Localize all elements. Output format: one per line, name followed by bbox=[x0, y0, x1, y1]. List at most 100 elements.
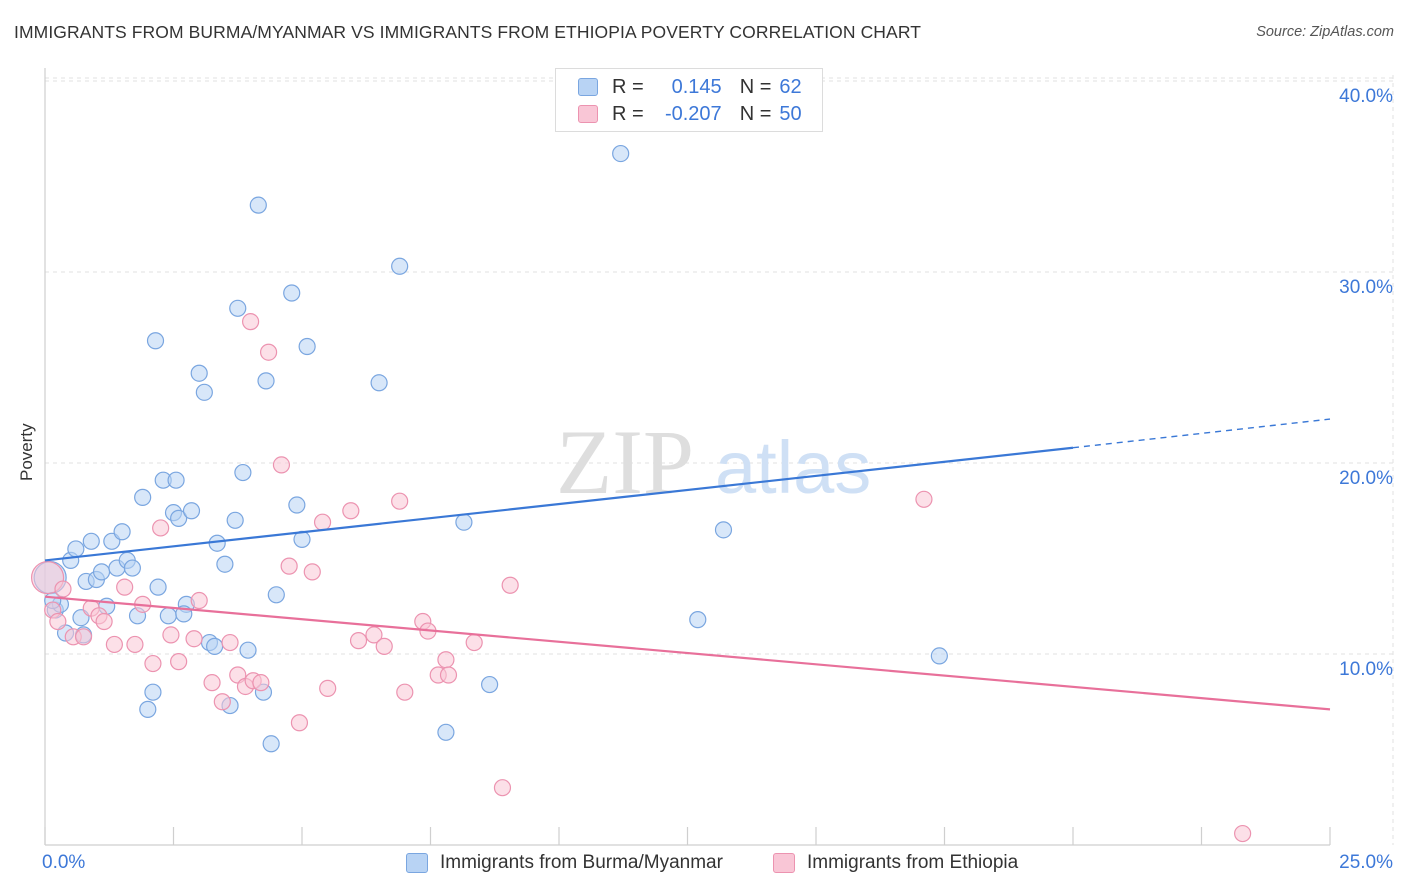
legend-label-ethiopia: Immigrants from Ethiopia bbox=[807, 852, 1019, 873]
point-burma bbox=[190, 364, 208, 382]
point-burma bbox=[206, 637, 224, 655]
legend-item-burma: Immigrants from Burma/Myanmar bbox=[406, 852, 723, 874]
r-label: R = bbox=[612, 75, 644, 98]
y-tick-label: 10.0% bbox=[1339, 659, 1393, 680]
point-burma bbox=[689, 611, 707, 629]
point-burma bbox=[134, 488, 152, 506]
stats-legend: R = 0.145 N = 62 R = -0.207 N = 50 bbox=[555, 68, 823, 132]
point-ethiopia bbox=[170, 653, 188, 671]
point-burma bbox=[267, 586, 285, 604]
point-burma bbox=[930, 647, 948, 665]
point-ethiopia bbox=[74, 628, 93, 646]
point-ethiopia bbox=[105, 635, 123, 654]
point-ethiopia bbox=[439, 666, 458, 684]
point-ethiopia bbox=[49, 612, 67, 631]
point-ethiopia bbox=[313, 513, 332, 531]
point-burma bbox=[481, 675, 499, 694]
point-burma bbox=[612, 144, 630, 163]
y-tick-label: 20.0% bbox=[1339, 468, 1393, 489]
point-ethiopia bbox=[375, 637, 393, 655]
point-burma bbox=[226, 511, 244, 529]
point-ethiopia bbox=[391, 492, 409, 510]
y-axis-label: Poverty bbox=[17, 423, 36, 481]
point-burma bbox=[288, 496, 306, 514]
point-burma bbox=[149, 578, 167, 596]
y-tick-label: 40.0% bbox=[1339, 86, 1393, 107]
legend-item-ethiopia: Immigrants from Ethiopia bbox=[773, 852, 1018, 874]
point-burma bbox=[139, 700, 157, 718]
point-ethiopia bbox=[95, 612, 113, 631]
point-ethiopia bbox=[221, 633, 239, 652]
point-burma bbox=[370, 374, 388, 392]
point-burma bbox=[229, 299, 247, 317]
watermark-atlas: atlas bbox=[715, 426, 871, 509]
r-label: R = bbox=[612, 102, 644, 125]
point-ethiopia bbox=[54, 580, 72, 598]
trend-line-burma-extension bbox=[1072, 418, 1331, 449]
trend-line-ethiopia bbox=[44, 595, 1331, 711]
point-burma bbox=[298, 337, 316, 356]
point-ethiopia bbox=[144, 654, 162, 673]
x-tick-label: 0.0% bbox=[42, 852, 86, 873]
point-ethiopia bbox=[152, 519, 170, 537]
point-burma bbox=[82, 532, 100, 550]
r-value-burma: 0.145 bbox=[671, 75, 722, 98]
point-burma bbox=[167, 471, 185, 489]
point-ethiopia bbox=[252, 674, 270, 692]
pink-swatch-icon bbox=[578, 105, 598, 123]
point-ethiopia bbox=[1234, 824, 1252, 843]
point-ethiopia bbox=[915, 490, 933, 508]
point-burma bbox=[92, 563, 111, 581]
n-value-burma: 62 bbox=[779, 75, 802, 98]
pink-swatch-icon bbox=[773, 853, 795, 873]
source-credit: Source: ZipAtlas.com bbox=[1256, 24, 1394, 40]
point-burma bbox=[146, 332, 165, 350]
point-ethiopia bbox=[213, 693, 231, 711]
point-burma bbox=[437, 723, 455, 741]
point-ethiopia bbox=[116, 578, 134, 596]
point-burma bbox=[216, 555, 234, 573]
point-ethiopia bbox=[365, 626, 383, 644]
y-tick-label: 30.0% bbox=[1339, 277, 1393, 298]
point-ethiopia bbox=[437, 651, 455, 669]
legend-row-burma: R = 0.145 N = 62 bbox=[578, 76, 802, 98]
legend-label-burma: Immigrants from Burma/Myanmar bbox=[440, 852, 723, 873]
point-burma bbox=[123, 559, 141, 577]
x-tick-label: 25.0% bbox=[1339, 852, 1393, 873]
point-ethiopia bbox=[185, 630, 203, 648]
point-burma bbox=[144, 683, 162, 701]
r-value-ethiopia: -0.207 bbox=[664, 102, 722, 125]
series-legend: Immigrants from Burma/Myanmar Immigrants… bbox=[0, 852, 1406, 878]
point-ethiopia bbox=[493, 779, 512, 797]
point-ethiopia bbox=[501, 576, 519, 594]
point-burma bbox=[283, 284, 301, 302]
point-burma bbox=[182, 502, 201, 520]
point-ethiopia bbox=[280, 557, 298, 575]
trend-line-burma bbox=[44, 446, 1074, 562]
point-burma bbox=[195, 383, 213, 401]
point-ethiopia bbox=[272, 456, 291, 474]
point-ethiopia bbox=[465, 633, 483, 652]
point-ethiopia bbox=[259, 343, 278, 361]
blue-swatch-icon bbox=[406, 853, 428, 873]
point-ethiopia bbox=[162, 626, 180, 644]
point-ethiopia bbox=[203, 674, 221, 692]
point-burma bbox=[239, 641, 257, 659]
point-ethiopia bbox=[126, 635, 144, 654]
legend-row-ethiopia: R = -0.207 N = 50 bbox=[578, 103, 802, 125]
n-value-ethiopia: 50 bbox=[779, 102, 802, 125]
point-ethiopia bbox=[396, 683, 414, 701]
point-burma bbox=[159, 607, 177, 625]
n-label: N = bbox=[739, 75, 772, 98]
point-burma bbox=[262, 735, 280, 753]
point-burma bbox=[170, 509, 188, 527]
point-burma bbox=[113, 523, 131, 541]
point-burma bbox=[455, 513, 473, 531]
point-burma bbox=[391, 257, 409, 275]
point-burma bbox=[234, 463, 252, 482]
point-burma bbox=[257, 372, 275, 390]
point-burma bbox=[67, 540, 85, 558]
n-label: N = bbox=[739, 102, 772, 125]
point-ethiopia bbox=[190, 591, 208, 610]
